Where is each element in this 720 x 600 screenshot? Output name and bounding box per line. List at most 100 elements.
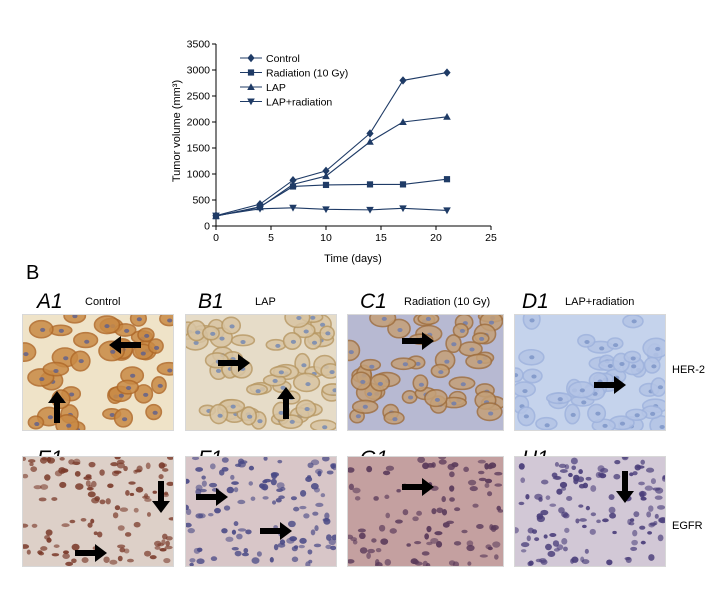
- nucleus: [636, 465, 645, 469]
- nucleus: [255, 389, 261, 394]
- nucleus: [80, 518, 87, 522]
- nucleus: [518, 501, 525, 506]
- nucleus: [488, 320, 495, 325]
- nucleus: [111, 470, 120, 477]
- nucleus: [328, 538, 336, 546]
- nucleus: [434, 397, 441, 402]
- nucleus: [186, 508, 192, 516]
- nucleus: [469, 347, 475, 352]
- nucleus: [109, 412, 115, 417]
- nucleus: [208, 482, 218, 488]
- nucleus: [54, 470, 63, 477]
- cell: [23, 342, 37, 363]
- nucleus: [31, 523, 38, 528]
- micrograph-e1: [22, 456, 174, 567]
- nucleus: [278, 370, 284, 375]
- nucleus: [167, 457, 173, 460]
- nucleus: [128, 481, 136, 485]
- nucleus: [380, 538, 389, 545]
- data-point: [366, 181, 374, 188]
- x-axis-label: Time (days): [324, 253, 382, 265]
- nucleus: [66, 423, 72, 428]
- nucleus: [633, 511, 640, 518]
- nucleus: [543, 534, 548, 539]
- nucleus: [651, 364, 657, 369]
- nucleus: [518, 463, 525, 470]
- nucleus: [314, 525, 319, 532]
- nucleus: [233, 521, 239, 527]
- nucleus: [606, 559, 613, 566]
- nucleus: [438, 370, 444, 375]
- nucleus: [394, 519, 403, 524]
- nucleus: [549, 533, 557, 538]
- data-point: [247, 83, 255, 90]
- nucleus: [544, 423, 550, 428]
- nucleus: [112, 512, 119, 519]
- nucleus: [240, 340, 246, 345]
- data-point: [399, 118, 407, 125]
- nucleus: [310, 529, 316, 536]
- nucleus: [430, 537, 439, 544]
- cell: [642, 337, 665, 359]
- legend-label: LAP+radiation: [266, 96, 332, 108]
- nucleus: [301, 363, 307, 368]
- nucleus: [540, 509, 549, 516]
- nucleus: [195, 484, 203, 491]
- nucleus: [278, 410, 284, 415]
- data-point: [399, 181, 407, 188]
- legend-entry: Radiation (10 Gy): [240, 67, 348, 79]
- nucleus: [127, 558, 134, 563]
- cell: [348, 339, 361, 362]
- nucleus: [195, 330, 201, 335]
- nucleus: [119, 547, 126, 553]
- nucleus: [646, 511, 652, 518]
- nucleus: [647, 531, 653, 535]
- nucleus: [448, 560, 456, 566]
- nucleus: [97, 531, 103, 538]
- data-point: [366, 137, 374, 145]
- nucleus: [578, 518, 587, 522]
- nucleus: [117, 525, 125, 531]
- nucleus: [231, 529, 237, 535]
- nucleus: [303, 513, 310, 519]
- nucleus: [94, 496, 100, 502]
- nucleus: [417, 457, 426, 463]
- panel-label-d1: D1: [522, 290, 549, 313]
- nucleus: [406, 543, 411, 547]
- nucleus: [595, 471, 602, 479]
- nucleus: [638, 481, 645, 486]
- nucleus: [348, 467, 355, 473]
- nucleus: [657, 534, 664, 542]
- nucleus: [324, 512, 330, 520]
- chart-axes: 0 5 10 15 20 25 0 500 1000 1500 2000 2500 3000 3500: [187, 39, 497, 245]
- nucleus: [126, 385, 132, 390]
- nucleus: [650, 478, 656, 485]
- nucleus: [479, 554, 488, 558]
- cell: [159, 315, 173, 327]
- nucleus: [193, 547, 201, 554]
- nucleus: [87, 522, 93, 528]
- arrow-icon: [260, 522, 292, 540]
- arrow-icon: [109, 336, 141, 354]
- nucleus: [477, 459, 486, 464]
- nucleus: [536, 515, 546, 523]
- nucleus: [217, 413, 223, 418]
- nucleus: [434, 531, 443, 536]
- nucleus: [599, 346, 605, 351]
- nucleus: [270, 472, 280, 477]
- data-point: [443, 176, 451, 183]
- nucleus: [402, 362, 408, 367]
- nucleus: [472, 503, 479, 508]
- nucleus: [389, 528, 397, 534]
- chart-series: [212, 68, 451, 220]
- nucleus: [208, 512, 214, 517]
- nucleus: [348, 350, 354, 355]
- nucleus: [23, 473, 29, 479]
- nucleus: [332, 388, 336, 393]
- panel-caption-a1: Control: [85, 296, 121, 308]
- nucleus: [494, 483, 503, 487]
- nucleus: [142, 495, 150, 499]
- cell: [369, 315, 397, 328]
- nucleus: [608, 506, 616, 514]
- nucleus: [248, 481, 253, 486]
